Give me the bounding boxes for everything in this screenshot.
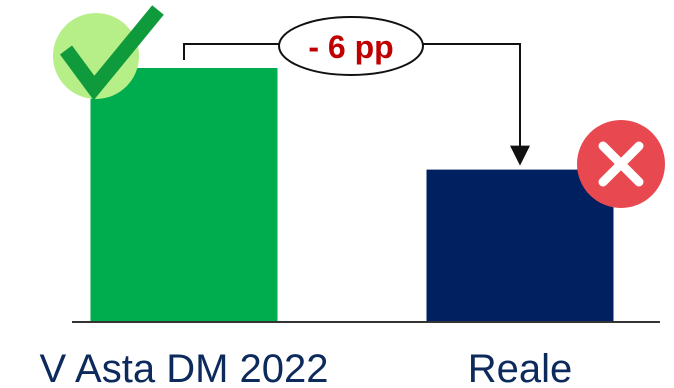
difference-bubble [278,16,424,76]
check-mark-icon [53,5,164,101]
bars-group [90,68,614,322]
category-label-1: V Asta DM 2022 [39,347,328,388]
difference-label: - 6 pp [308,29,393,65]
bar-2 [426,169,614,322]
bar-1 [90,68,278,322]
category-labels: V Asta DM 2022 Reale [39,347,572,388]
category-label-2: Reale [468,347,573,388]
cross-mark-icon [577,120,665,208]
